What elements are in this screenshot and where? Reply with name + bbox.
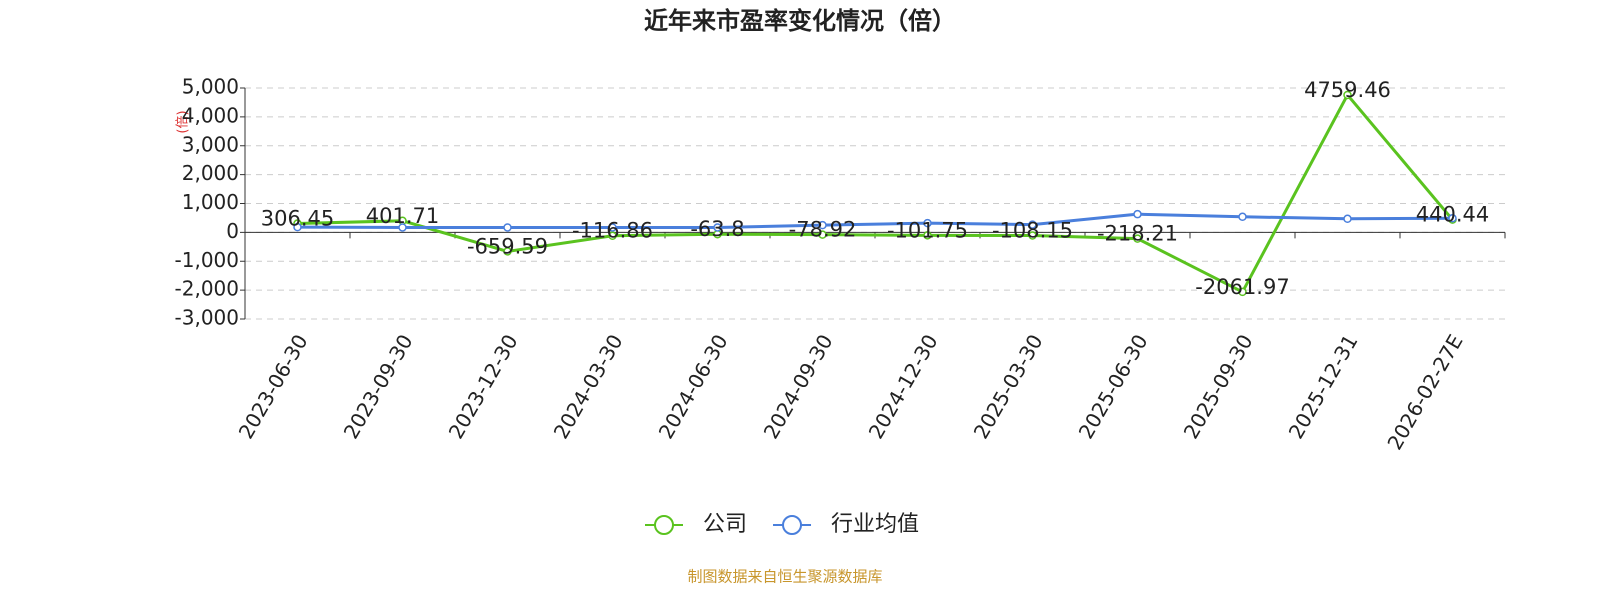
- y-tick-label: -1,000: [175, 248, 239, 272]
- point: [923, 218, 932, 228]
- x-tick-label: 2024-09-30: [759, 330, 838, 443]
- y-tick-label: 4,000: [182, 103, 239, 127]
- y-tick-label: -3,000: [175, 306, 239, 330]
- y-tick-label: -2,000: [175, 277, 239, 301]
- point: [1343, 90, 1352, 100]
- point: [608, 223, 617, 232]
- point: [1133, 209, 1142, 219]
- point: [608, 231, 617, 240]
- point: [1028, 231, 1037, 240]
- point: [503, 223, 512, 232]
- y-tick-label: 3,000: [182, 132, 239, 156]
- point: [1448, 213, 1457, 223]
- x-tick-label: 2025-09-30: [1179, 330, 1258, 443]
- legend-label: 行业均值: [831, 512, 919, 537]
- data-label: -78.92: [789, 218, 857, 242]
- point: [923, 231, 932, 240]
- point: [293, 222, 302, 232]
- x-tick-label: 2023-09-30: [339, 330, 418, 443]
- data-label: -2061.97: [1195, 275, 1289, 299]
- data-label: -101.75: [887, 218, 968, 242]
- chart-title: 近年来市盈率变化情况（倍）: [644, 7, 956, 35]
- point: [1238, 212, 1247, 222]
- point: [818, 220, 827, 230]
- legend-marker: [782, 515, 803, 535]
- x-tick-label: 2023-06-30: [234, 330, 313, 443]
- data-label: 401.71: [366, 204, 439, 228]
- point: [1133, 234, 1142, 243]
- source-note: 制图数据来自恒生聚源数据库: [687, 568, 882, 586]
- x-tick-label: 2025-06-30: [1074, 330, 1153, 443]
- point: [713, 223, 722, 232]
- data-label: -63.8: [690, 217, 744, 241]
- x-tick-label: 2024-03-30: [549, 330, 628, 443]
- x-tick-label: 2026-02-27E: [1382, 330, 1467, 454]
- x-tick-label: 2024-06-30: [654, 330, 733, 443]
- data-label: -116.86: [572, 219, 653, 243]
- data-label: -108.15: [992, 218, 1073, 242]
- data-label: 440.44: [1416, 203, 1489, 227]
- x-tick-label: 2023-12-30: [444, 330, 523, 443]
- series-line: [297, 212, 1453, 229]
- legend-label: 公司: [703, 512, 747, 537]
- data-label: 306.45: [261, 207, 334, 231]
- point: [398, 223, 407, 232]
- x-tick-label: 2025-12-31: [1284, 330, 1363, 443]
- legend-marker: [654, 515, 674, 535]
- point: [1028, 220, 1037, 229]
- y-tick-label: 1,000: [182, 190, 239, 214]
- y-tick-label: 5,000: [182, 75, 239, 99]
- y-tick-label: 0: [226, 219, 239, 243]
- series-line: [297, 92, 1454, 294]
- point: [1238, 287, 1247, 297]
- point: [1343, 214, 1352, 224]
- point: [503, 247, 512, 256]
- x-tick-label: 2024-12-30: [864, 330, 943, 443]
- point: [818, 230, 827, 239]
- data-label: -218.21: [1097, 222, 1178, 246]
- x-tick-label: 2025-03-30: [969, 330, 1048, 443]
- y-tick-label: 2,000: [182, 161, 239, 185]
- y-axis-label: (倍): [176, 110, 191, 133]
- data-label: 4759.46: [1304, 78, 1391, 102]
- data-label: -659.59: [467, 234, 548, 258]
